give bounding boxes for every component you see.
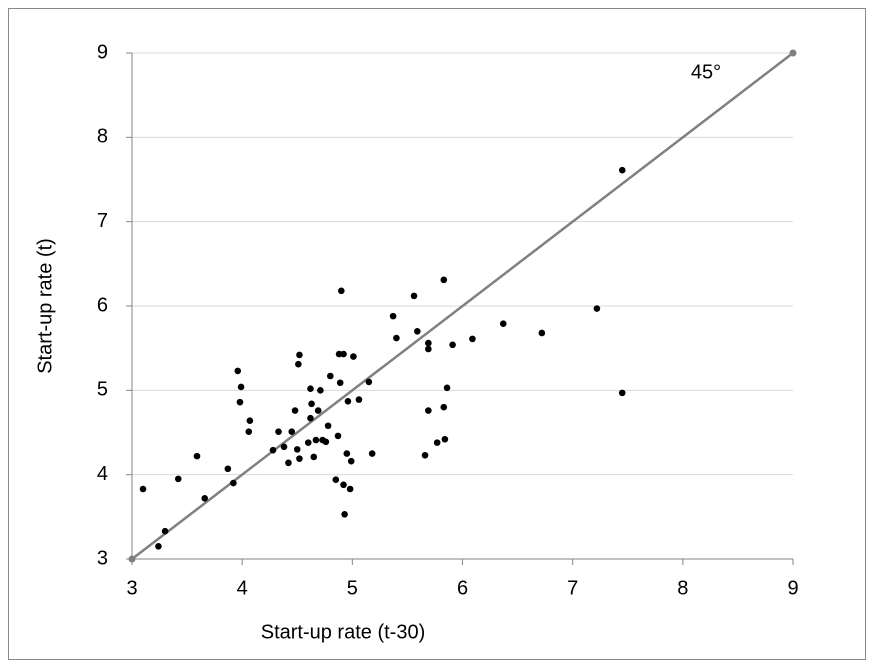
point [295, 360, 302, 368]
point [161, 527, 169, 535]
point [338, 287, 345, 295]
point [224, 465, 232, 473]
point [347, 457, 355, 465]
point [389, 312, 397, 320]
point [296, 455, 303, 462]
point [440, 403, 448, 411]
y-tick-label: 4 [97, 463, 108, 485]
point [193, 452, 201, 460]
point [280, 443, 288, 451]
y-tick-label: 6 [97, 294, 108, 316]
point [425, 345, 432, 353]
y-tick-label: 5 [97, 379, 108, 401]
point [314, 407, 322, 414]
y-tick-label: 7 [97, 210, 108, 232]
point [340, 481, 347, 489]
point [230, 479, 237, 487]
point [324, 422, 332, 430]
x-tick-label: 4 [237, 577, 248, 599]
point [350, 353, 357, 360]
point [269, 446, 277, 454]
point [322, 438, 330, 446]
point [201, 494, 209, 502]
point [275, 428, 282, 435]
point [296, 351, 303, 359]
y-axis-label: Start-up rate (t) [34, 238, 56, 374]
point [174, 475, 182, 483]
point [433, 439, 441, 446]
point [368, 450, 376, 457]
point [312, 436, 320, 444]
x-tick-label: 6 [457, 577, 468, 599]
point [237, 383, 245, 391]
point [308, 400, 315, 408]
point [236, 398, 244, 406]
point [317, 387, 324, 394]
point [307, 385, 314, 392]
point [593, 305, 601, 312]
point [285, 459, 292, 467]
point [449, 341, 456, 349]
x-tick-label: 7 [567, 577, 578, 599]
point [293, 446, 301, 453]
point [440, 276, 448, 284]
point [245, 428, 253, 435]
point [414, 328, 421, 335]
x-tick-label: 3 [126, 577, 137, 599]
point [393, 334, 400, 342]
point [344, 397, 352, 405]
point [234, 367, 242, 375]
point [310, 453, 318, 461]
point [288, 428, 296, 435]
point [618, 389, 626, 397]
point [334, 432, 342, 440]
point [443, 384, 451, 392]
point [340, 350, 347, 358]
point [365, 378, 373, 386]
point [499, 320, 507, 328]
point [469, 335, 476, 343]
point [307, 414, 314, 422]
point [618, 166, 626, 174]
reference-line-end [128, 555, 136, 563]
y-tick-label: 9 [97, 41, 108, 63]
point [155, 543, 162, 550]
point [425, 339, 432, 347]
point [410, 292, 418, 300]
point [304, 439, 312, 446]
reference-line [131, 52, 794, 560]
point [421, 451, 429, 459]
x-tick-label: 9 [787, 577, 798, 599]
x-axis-label: Start-up rate (t-30) [261, 621, 426, 643]
point [332, 476, 340, 484]
y-tick-label: 3 [97, 547, 108, 569]
point [343, 450, 351, 457]
point [425, 407, 432, 414]
point [327, 372, 334, 380]
reference-line-end [789, 49, 797, 57]
point [246, 417, 254, 424]
point [291, 407, 299, 414]
point [341, 511, 348, 518]
annotation: 45° [691, 61, 721, 83]
point [355, 396, 363, 403]
point [538, 329, 546, 337]
point [441, 435, 449, 443]
y-tick-label: 8 [97, 126, 108, 148]
point [336, 379, 344, 387]
x-tick-label: 5 [347, 577, 358, 599]
point [346, 485, 354, 493]
chart-border [8, 8, 866, 660]
x-tick-label: 8 [677, 577, 688, 599]
point [139, 485, 147, 493]
